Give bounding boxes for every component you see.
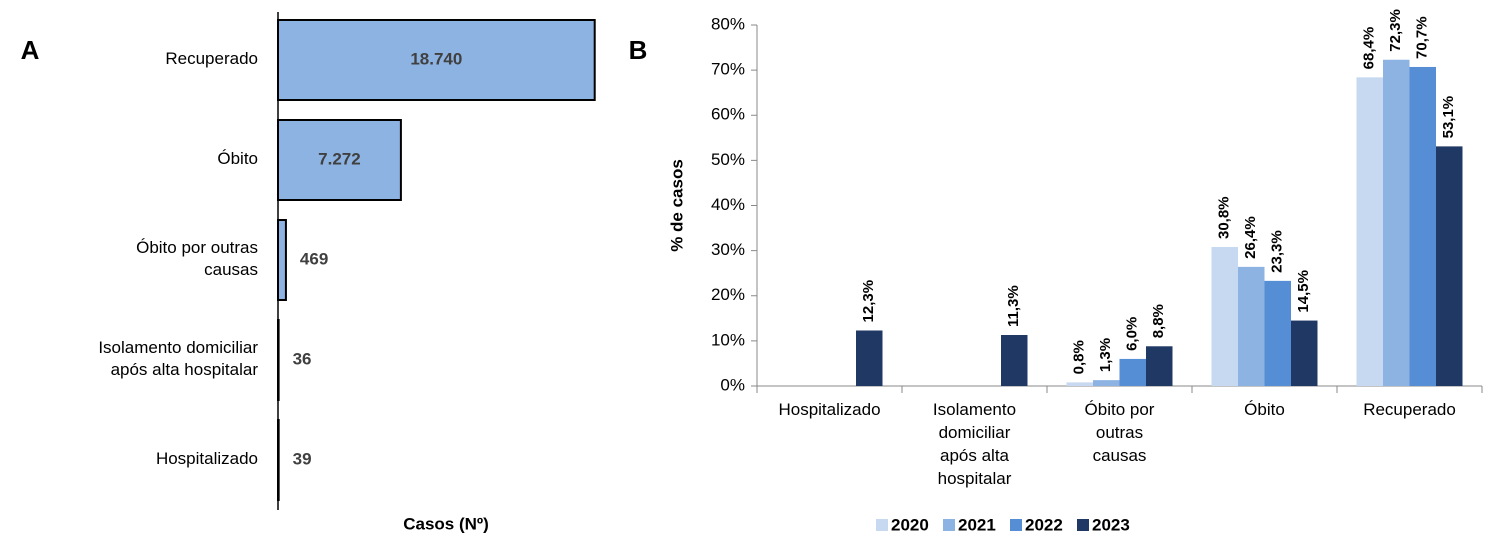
y-tick-label: 20% — [711, 285, 745, 304]
bar — [856, 330, 883, 386]
y-tick-label: 50% — [711, 150, 745, 169]
legend-label: 2020 — [891, 515, 929, 534]
value-label: 23,3% — [1269, 230, 1286, 273]
value-label: 7.272 — [318, 149, 361, 168]
bar — [277, 219, 287, 301]
value-label: 26,4% — [1242, 216, 1259, 259]
x-axis-label: Casos (Nº) — [403, 514, 489, 533]
bar — [1093, 380, 1120, 386]
category-label: Isolamento domiciliar após alta hospitalar — [933, 400, 1016, 488]
bar — [277, 19, 596, 101]
value-label: 469 — [300, 249, 328, 268]
category-label: Óbito por outras causas — [1085, 400, 1155, 465]
value-label: 8,8% — [1150, 304, 1167, 338]
y-tick-label: 40% — [711, 195, 745, 214]
value-label: 1,3% — [1097, 338, 1114, 372]
legend-swatch — [1010, 519, 1022, 531]
y-tick-label: 60% — [711, 105, 745, 124]
value-label: 12,3% — [860, 280, 877, 323]
bar — [277, 419, 280, 501]
bar — [1211, 247, 1238, 386]
value-label: 72,3% — [1387, 9, 1404, 52]
category-label: Hospitalizado — [156, 449, 258, 468]
category-label: Hospitalizado — [778, 400, 880, 419]
category-label: Óbito — [1244, 400, 1285, 419]
category-label: Óbito por outras causas — [136, 238, 258, 279]
value-label: 70,7% — [1414, 16, 1431, 59]
bar — [1291, 320, 1318, 386]
value-label: 36 — [293, 349, 312, 368]
bar — [1436, 146, 1463, 386]
category-label: Recuperado — [1363, 400, 1456, 419]
category-label: Recuperado — [165, 49, 258, 68]
value-label: 30,8% — [1216, 196, 1233, 239]
value-label: 39 — [293, 449, 312, 468]
bar — [1238, 266, 1265, 386]
legend-label: 2021 — [958, 515, 996, 534]
value-label: 68,4% — [1361, 27, 1378, 70]
y-tick-label: 80% — [711, 14, 745, 33]
category-label: Isolamento domiciliar após alta hospitala… — [98, 338, 258, 379]
value-label: 14,5% — [1295, 270, 1312, 313]
category-label: Óbito — [217, 149, 258, 168]
value-label: 6,0% — [1124, 317, 1141, 351]
y-axis-label: % de casos — [667, 159, 686, 252]
bar — [1146, 346, 1173, 386]
y-tick-label: 30% — [711, 240, 745, 259]
bar — [277, 119, 402, 201]
bar — [1066, 382, 1093, 386]
bar — [1264, 280, 1291, 386]
legend-label: 2022 — [1025, 515, 1063, 534]
legend-label: 2023 — [1092, 515, 1130, 534]
bar — [1383, 59, 1410, 387]
panel-label: B — [629, 35, 648, 65]
bar — [1119, 358, 1146, 386]
bar — [1356, 77, 1383, 386]
y-tick-label: 70% — [711, 60, 745, 79]
value-label: 11,3% — [1005, 285, 1022, 327]
panel-label: A — [21, 35, 40, 65]
value-label: 0,8% — [1071, 340, 1088, 374]
y-tick-label: 0% — [720, 375, 745, 394]
value-label: 53,1% — [1440, 96, 1457, 139]
bar — [1001, 335, 1028, 386]
legend-swatch — [943, 519, 955, 531]
bar — [1409, 66, 1436, 386]
legend-swatch — [1077, 519, 1089, 531]
value-label: 18.740 — [410, 49, 462, 68]
legend-swatch — [876, 519, 888, 531]
bar — [277, 319, 280, 401]
y-tick-label: 10% — [711, 330, 745, 349]
